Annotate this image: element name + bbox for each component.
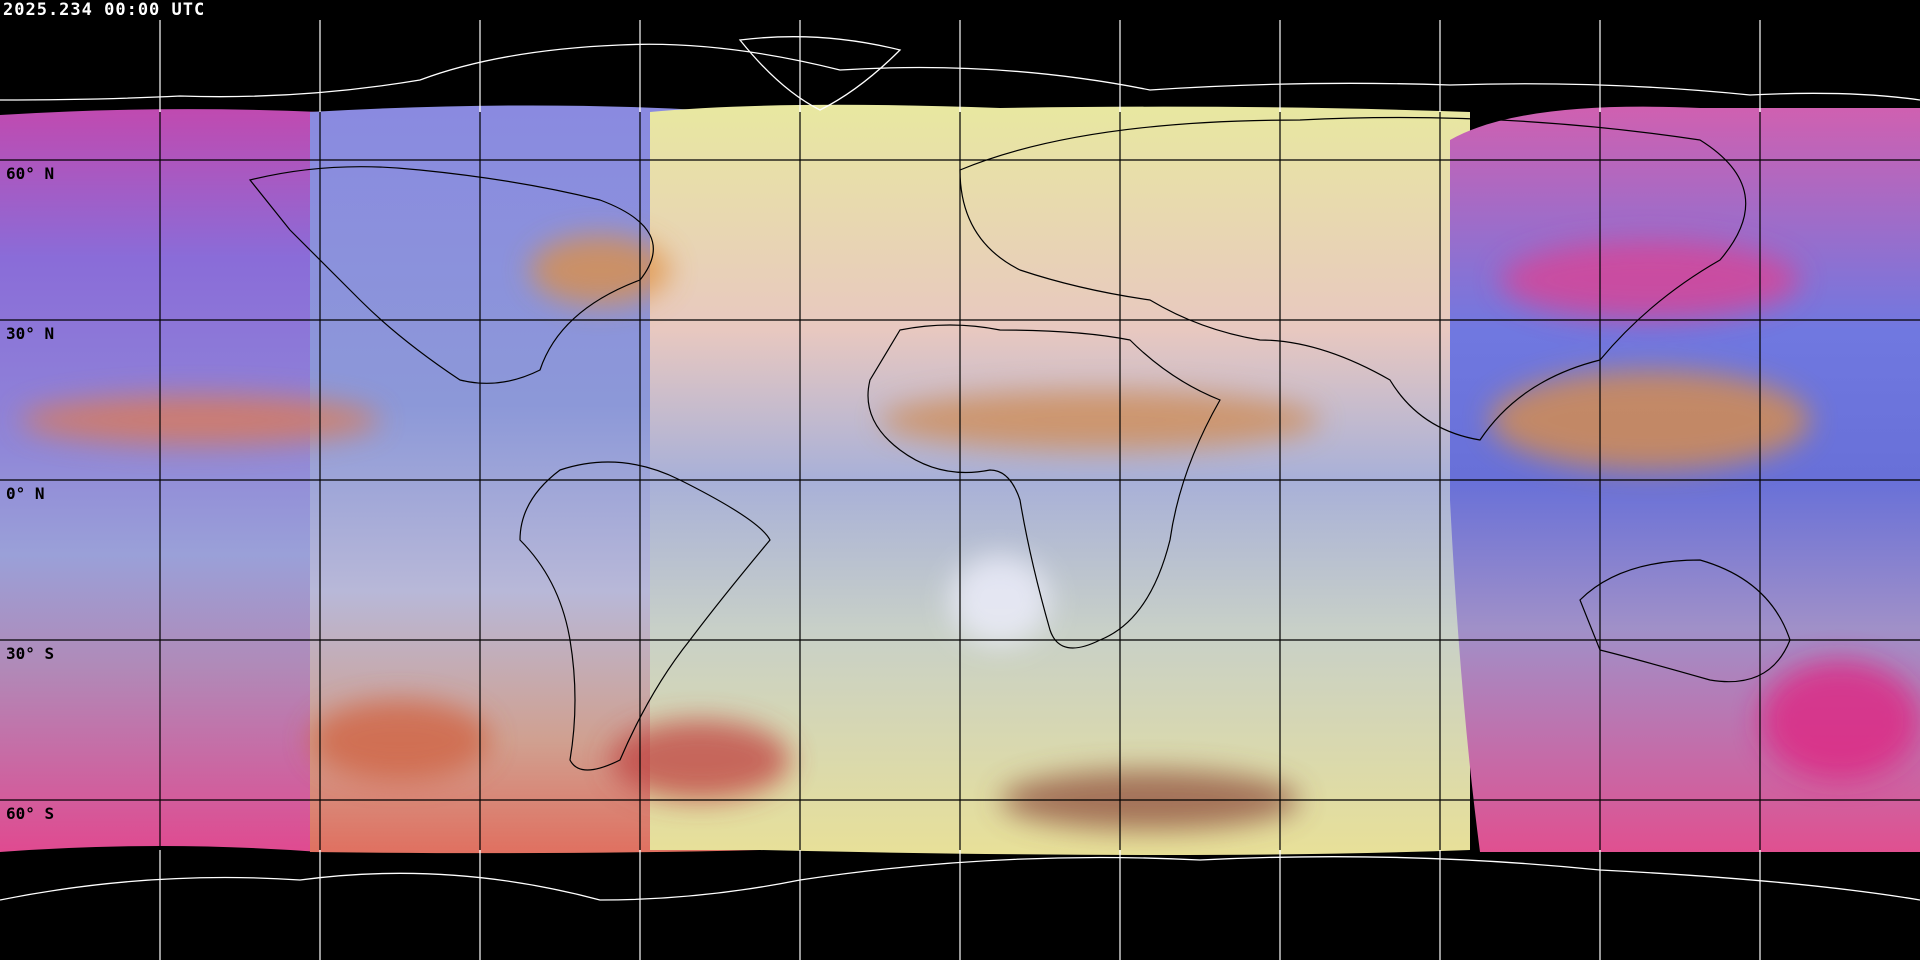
cloud-features — [20, 235, 1920, 830]
coastline-africa — [867, 324, 1221, 649]
coastline-south-america — [519, 461, 771, 771]
imagery — [0, 104, 1920, 856]
coastline-eurasia — [959, 116, 1747, 441]
timestamp-title: 2025.234 00:00 UTC — [3, 0, 206, 20]
coastline-arctic — [0, 43, 1920, 101]
lat-label-60s: 60° S — [6, 804, 55, 823]
lat-label-30n: 30° N — [6, 324, 55, 343]
lat-lon-grid — [0, 20, 1920, 960]
coastline-north-america — [248, 166, 654, 384]
coastline-greenland — [738, 36, 902, 111]
lat-label-0: 0° N — [6, 484, 45, 503]
lat-label-60n: 60° N — [6, 164, 55, 183]
lat-label-30s: 30° S — [6, 644, 55, 663]
coastlines — [248, 116, 1791, 771]
